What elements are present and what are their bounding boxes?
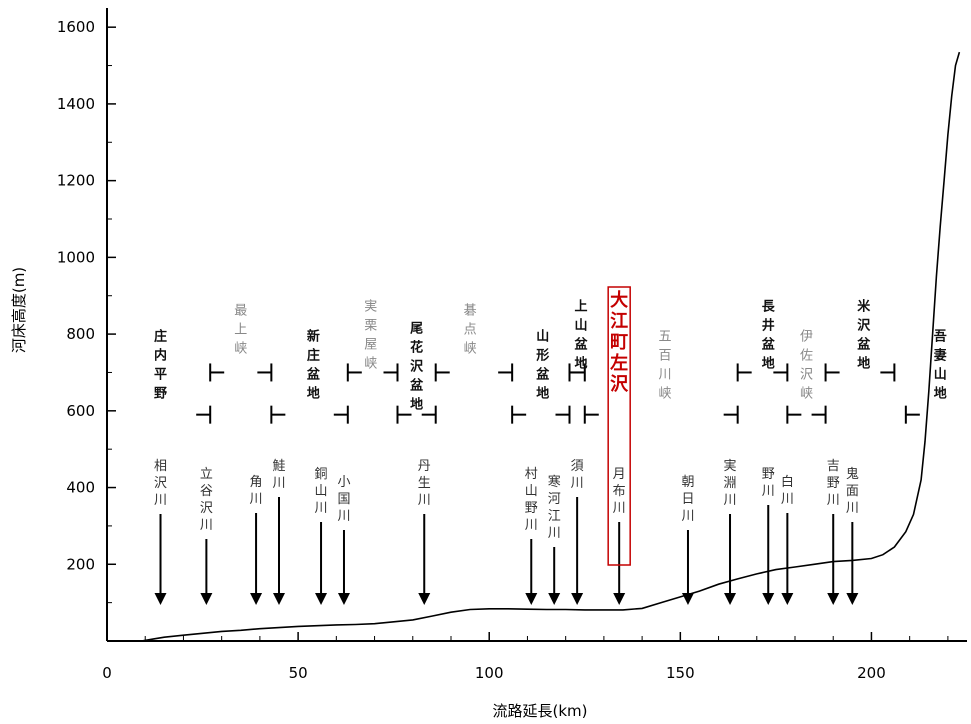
y-tick-label: 1600 xyxy=(57,18,95,36)
tributary-label: 須川 xyxy=(571,459,584,491)
section-label: 山形盆地 xyxy=(535,328,550,401)
section-label: 庄内平野 xyxy=(154,328,167,401)
tributary-arrow-head xyxy=(762,593,775,605)
tributary-label: 朝日川 xyxy=(681,475,694,524)
section-label: 最上峡 xyxy=(234,303,247,356)
y-tick-label: 1000 xyxy=(57,248,95,266)
highlight-box xyxy=(607,286,631,566)
tributary-label: 実淵川 xyxy=(724,458,737,508)
section-label: 新庄盆地 xyxy=(306,328,321,401)
tributary-label: 銅山川 xyxy=(315,467,328,516)
highlight-label: 大江町左沢 xyxy=(610,289,629,395)
tributary-arrows xyxy=(154,497,859,605)
x-tick-label: 50 xyxy=(289,664,308,682)
section-marks xyxy=(196,363,920,424)
tributary-arrow-head xyxy=(273,593,285,605)
y-axis-title: 河床高度(m) xyxy=(10,267,28,353)
tributary-label: 野川 xyxy=(762,467,775,499)
tributary-label: 鮭川 xyxy=(272,459,285,491)
tributary-arrow-head xyxy=(418,593,431,605)
tributary-arrow-head xyxy=(525,593,538,605)
x-tick-label: 0 xyxy=(102,664,112,682)
tributary-label: 月布川 xyxy=(613,467,626,516)
tributary-label: 白川 xyxy=(781,474,794,507)
section-label: 実栗屋峡 xyxy=(364,298,377,371)
section-label: 長井盆地 xyxy=(761,299,776,371)
x-tick-label: 150 xyxy=(666,664,695,682)
section-label: 伊佐沢峡 xyxy=(800,329,813,401)
x-axis-title: 流路延長(km) xyxy=(492,702,587,720)
tributary-label: 立谷沢川 xyxy=(200,467,213,533)
tributary-label: 角川 xyxy=(250,475,263,507)
tributary-label: 鬼面川 xyxy=(846,466,859,516)
section-label: 五百川峡 xyxy=(659,329,672,401)
section-label: 米沢盆地 xyxy=(856,298,871,371)
y-tick-label: 600 xyxy=(66,402,95,420)
x-tick-label: 100 xyxy=(475,664,504,682)
profile-line-group xyxy=(141,51,961,642)
tributary-label: 吉野川 xyxy=(827,459,840,508)
tributary-arrow-head xyxy=(827,593,840,605)
tributary-arrow-head xyxy=(200,593,213,605)
section-label: 碁点峡 xyxy=(464,303,477,356)
tributary-label: 丹生川 xyxy=(418,459,431,508)
tributary-arrow-head xyxy=(613,593,626,605)
y-tick-label: 800 xyxy=(66,325,95,343)
y-tick-label: 1400 xyxy=(57,95,95,113)
tributary-label: 寒河江川 xyxy=(548,474,561,541)
section-label: 吾妻山地 xyxy=(934,329,947,401)
tributary-label: 相沢川 xyxy=(154,459,167,508)
tributary-arrow-head xyxy=(337,593,350,605)
y-tick-label: 1200 xyxy=(57,172,95,190)
tributary-arrow-head xyxy=(781,593,794,605)
label-group: 庄内平野 最上峡 新庄盆地 実栗屋峡 尾花沢盆地 碁点峡 山形盆地 上山盆地 五百川峡 長井盆地 伊… xyxy=(154,286,947,566)
section-label: 尾花沢盆地 xyxy=(409,321,424,412)
tributary-label: 村山野川 xyxy=(525,467,538,533)
tributary-arrow-head xyxy=(250,593,263,605)
tributary-arrow-head xyxy=(846,593,859,605)
axes: 200 400 600 800 1000 1200 1400 1600 0 50 100 150 200 xyxy=(57,8,967,682)
y-tick-label: 400 xyxy=(66,479,95,497)
y-tick-label: 200 xyxy=(66,555,95,573)
tributary-arrow-head xyxy=(571,593,584,605)
tributary-arrow-head xyxy=(548,593,561,605)
riverbed-profile-line xyxy=(141,51,961,642)
tributary-label: 小国川 xyxy=(337,475,350,524)
tributary-arrow-head xyxy=(154,593,167,605)
tributary-arrow-head xyxy=(724,593,737,605)
tributary-arrow-head xyxy=(315,593,328,605)
x-tick-label: 200 xyxy=(857,664,886,682)
section-label: 上山盆地 xyxy=(573,299,588,371)
